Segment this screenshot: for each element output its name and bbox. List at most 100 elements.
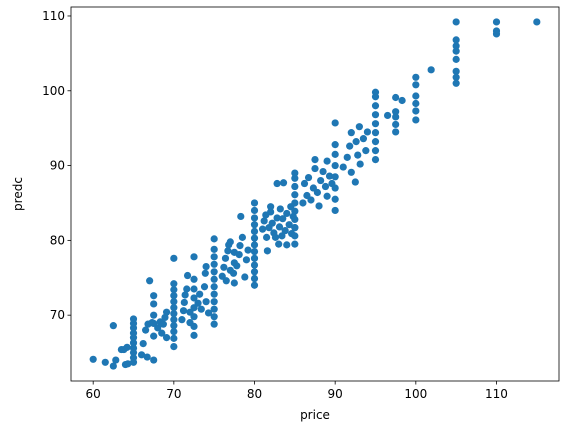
data-point [392, 128, 400, 136]
points-layer [89, 18, 541, 370]
data-point [170, 322, 178, 330]
data-point [150, 332, 158, 340]
data-point [210, 275, 218, 283]
data-point [452, 42, 460, 50]
data-point [238, 233, 246, 241]
x-tick-label: 60 [86, 387, 101, 401]
data-point [392, 120, 400, 129]
data-point [352, 138, 360, 146]
data-point [158, 329, 166, 337]
data-point [181, 291, 189, 299]
data-point [190, 322, 198, 330]
data-point [392, 113, 400, 121]
data-point [170, 310, 178, 318]
data-point [291, 199, 299, 207]
y-tick-label: 100 [42, 84, 65, 98]
x-tick-label: 70 [166, 387, 181, 401]
data-point [392, 93, 400, 102]
data-point [311, 155, 319, 164]
data-point [263, 233, 271, 241]
data-point [371, 88, 380, 96]
data-point [325, 172, 334, 180]
data-point [291, 174, 299, 182]
data-point [178, 316, 186, 324]
data-point [291, 191, 299, 199]
data-point [170, 254, 178, 262]
data-point [283, 241, 291, 249]
x-tick-label: 90 [328, 387, 343, 401]
data-point [452, 36, 460, 44]
data-point [241, 273, 249, 281]
data-point [351, 178, 359, 186]
data-point [237, 212, 245, 221]
data-point [210, 320, 218, 328]
data-point [235, 250, 243, 259]
data-point [331, 141, 339, 149]
data-point [210, 268, 218, 276]
data-point [170, 286, 178, 294]
data-point [154, 324, 162, 332]
data-point [210, 260, 218, 268]
data-point [190, 275, 198, 283]
data-point [170, 342, 178, 351]
data-point [307, 196, 315, 204]
data-point [190, 253, 198, 261]
data-point [210, 245, 218, 253]
data-point [250, 221, 259, 229]
data-point [109, 362, 117, 370]
data-point [347, 129, 355, 137]
data-point [150, 311, 158, 319]
data-point [313, 188, 322, 197]
data-point [250, 206, 259, 215]
data-point [263, 247, 272, 255]
data-point [331, 206, 339, 215]
data-point [339, 163, 347, 171]
data-point [331, 150, 339, 158]
data-point [321, 182, 330, 191]
data-point [291, 207, 299, 215]
data-point [129, 354, 138, 362]
data-point [331, 184, 339, 192]
data-point [315, 202, 323, 210]
data-point [229, 269, 238, 277]
data-point [244, 246, 252, 254]
data-point [279, 179, 288, 187]
x-tick-label: 110 [485, 387, 508, 401]
data-point [363, 128, 372, 136]
data-point [384, 111, 392, 120]
data-point [222, 277, 230, 285]
data-point [221, 254, 230, 262]
data-point [398, 96, 406, 105]
data-point [190, 331, 198, 339]
y-tick-label: 80 [50, 233, 65, 247]
data-point [129, 329, 138, 337]
data-point [129, 315, 138, 323]
data-point [412, 99, 420, 108]
data-point [250, 274, 259, 283]
data-point [101, 358, 109, 366]
x-tick-label: 100 [404, 387, 427, 401]
data-point [201, 269, 209, 277]
data-point [159, 320, 167, 328]
data-point [331, 161, 339, 170]
data-point [180, 298, 188, 307]
data-point [200, 283, 209, 291]
data-point [346, 142, 354, 150]
data-point [362, 147, 370, 155]
data-point [412, 92, 420, 100]
data-point [300, 179, 309, 188]
data-point [170, 328, 178, 336]
data-point [331, 195, 339, 203]
data-point [355, 123, 363, 131]
axes-layer: 60 70 80 90 100 110 70 80 90 100 110 [42, 6, 560, 401]
data-point [170, 298, 178, 306]
x-tick-label: 80 [247, 387, 262, 401]
data-point [190, 313, 198, 321]
data-point [291, 182, 299, 191]
data-point [273, 214, 281, 222]
data-point [179, 307, 188, 315]
data-point [311, 164, 319, 173]
data-point [492, 27, 501, 35]
data-point [210, 235, 218, 243]
data-point [143, 353, 151, 361]
